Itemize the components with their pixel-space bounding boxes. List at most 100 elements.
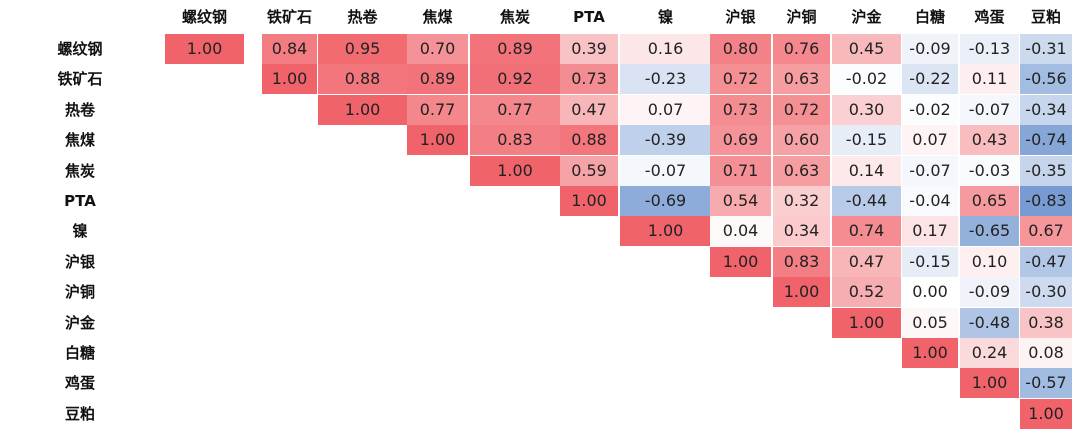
heatmap-cell: -0.57 <box>1020 368 1072 398</box>
heatmap-cell: 1.00 <box>832 308 901 338</box>
heatmap-cell: -0.31 <box>1020 34 1072 64</box>
row-header: 白糖 <box>64 344 95 362</box>
heatmap-cell: -0.15 <box>902 247 958 277</box>
row-header: 镍 <box>72 222 88 240</box>
heatmap-cell: 0.34 <box>773 216 830 246</box>
heatmap-cell: 1.00 <box>1020 399 1072 429</box>
row-header: 沪金 <box>64 314 95 332</box>
heatmap-cell: 0.14 <box>832 156 901 186</box>
column-header: 螺纹钢 <box>181 8 227 26</box>
heatmap-cell: 0.69 <box>710 125 771 155</box>
heatmap-cell: 1.00 <box>470 156 560 186</box>
heatmap-cell: 0.47 <box>560 95 618 125</box>
heatmap-cell: -0.39 <box>620 125 711 155</box>
heatmap-cell: 0.95 <box>318 34 407 64</box>
heatmap-cell: 0.89 <box>407 64 468 94</box>
heatmap-cell: 0.07 <box>620 95 711 125</box>
heatmap-cell: -0.47 <box>1020 247 1072 277</box>
heatmap-cell: -0.83 <box>1020 186 1072 216</box>
heatmap-cell: 0.92 <box>470 64 560 94</box>
row-header: 沪银 <box>64 253 95 271</box>
heatmap-cell: -0.09 <box>960 277 1019 307</box>
heatmap-cell: -0.34 <box>1020 95 1072 125</box>
heatmap-cell: -0.09 <box>902 34 958 64</box>
heatmap-cell: 0.72 <box>773 95 830 125</box>
heatmap-cell: -0.35 <box>1020 156 1072 186</box>
column-header: PTA <box>573 8 605 26</box>
column-header: 沪金 <box>851 8 882 26</box>
heatmap-cell: -0.02 <box>902 95 958 125</box>
heatmap-cell: 1.00 <box>710 247 771 277</box>
heatmap-cell: 0.24 <box>960 338 1019 368</box>
heatmap-cell: 1.00 <box>407 125 468 155</box>
heatmap-cell: -0.74 <box>1020 125 1072 155</box>
heatmap-cell: 0.83 <box>773 247 830 277</box>
heatmap-cell: 0.73 <box>710 95 771 125</box>
row-header: 热卷 <box>64 101 95 119</box>
column-header: 白糖 <box>914 8 945 26</box>
heatmap-cell: 0.77 <box>407 95 468 125</box>
heatmap-cell: 0.07 <box>902 125 958 155</box>
row-header: 鸡蛋 <box>64 374 95 392</box>
column-header: 鸡蛋 <box>974 8 1005 26</box>
heatmap-cell: 0.10 <box>960 247 1019 277</box>
heatmap-cell: -0.48 <box>960 308 1019 338</box>
heatmap-cell: -0.44 <box>832 186 901 216</box>
heatmap-cell: 0.63 <box>773 156 830 186</box>
heatmap-cell: 0.52 <box>832 277 901 307</box>
heatmap-cell: 0.70 <box>407 34 468 64</box>
heatmap-cell: -0.02 <box>832 64 901 94</box>
heatmap-cell: 0.38 <box>1020 308 1072 338</box>
heatmap-cell: 1.00 <box>165 34 244 64</box>
heatmap-cell: 0.17 <box>902 216 958 246</box>
heatmap-cell: 1.00 <box>318 95 407 125</box>
heatmap-cell: 0.39 <box>560 34 618 64</box>
heatmap-cell: 0.88 <box>318 64 407 94</box>
heatmap-cell: -0.13 <box>960 34 1019 64</box>
column-header: 豆粕 <box>1030 8 1061 26</box>
heatmap-cell: -0.07 <box>620 156 711 186</box>
heatmap-cell: 0.71 <box>710 156 771 186</box>
row-header: PTA <box>64 192 96 210</box>
heatmap-cell: 0.84 <box>262 34 317 64</box>
column-header: 铁矿石 <box>266 8 312 26</box>
row-header: 铁矿石 <box>57 70 103 88</box>
heatmap-cell: -0.07 <box>960 95 1019 125</box>
heatmap-cell: 0.83 <box>470 125 560 155</box>
row-header: 螺纹钢 <box>57 40 103 58</box>
heatmap-cell: 1.00 <box>773 277 830 307</box>
heatmap-cell: 0.08 <box>1020 338 1072 368</box>
heatmap-cell: 1.00 <box>262 64 317 94</box>
row-header: 豆粕 <box>64 405 95 423</box>
heatmap-cell: -0.65 <box>960 216 1019 246</box>
heatmap-cell: 0.32 <box>773 186 830 216</box>
heatmap-cell: 0.63 <box>773 64 830 94</box>
heatmap-cell: 0.76 <box>773 34 830 64</box>
heatmap-cell: 0.04 <box>710 216 771 246</box>
heatmap-cell: 0.73 <box>560 64 618 94</box>
heatmap-cell: 1.00 <box>620 216 711 246</box>
heatmap-cell: 1.00 <box>902 338 958 368</box>
heatmap-cell: -0.04 <box>902 186 958 216</box>
heatmap-cell: -0.07 <box>902 156 958 186</box>
heatmap-cell: 0.60 <box>773 125 830 155</box>
column-header: 焦炭 <box>499 8 530 26</box>
column-header: 沪银 <box>725 8 756 26</box>
heatmap-cell: -0.23 <box>620 64 711 94</box>
heatmap-cell: 0.54 <box>710 186 771 216</box>
heatmap-cell: -0.30 <box>1020 277 1072 307</box>
heatmap-cell: -0.69 <box>620 186 711 216</box>
heatmap-cell: 1.00 <box>960 368 1019 398</box>
heatmap-cell: 0.16 <box>620 34 711 64</box>
column-header: 沪铜 <box>786 8 817 26</box>
heatmap-cell: 0.00 <box>902 277 958 307</box>
heatmap-cell: 0.80 <box>710 34 771 64</box>
heatmap-cell: -0.15 <box>832 125 901 155</box>
heatmap-cell: 0.72 <box>710 64 771 94</box>
column-header: 热卷 <box>347 8 378 26</box>
column-header: 镍 <box>657 8 673 26</box>
heatmap-cell: 0.05 <box>902 308 958 338</box>
heatmap-cell: 0.74 <box>832 216 901 246</box>
heatmap-cell: 1.00 <box>560 186 618 216</box>
column-header: 焦煤 <box>422 8 453 26</box>
